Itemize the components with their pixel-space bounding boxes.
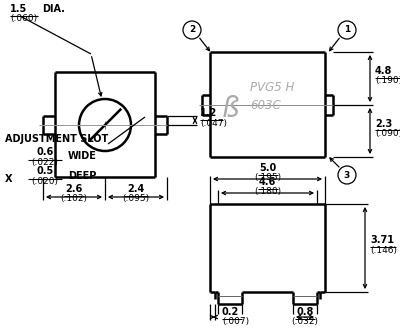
Text: 2.4: 2.4 (127, 184, 145, 194)
Text: ß: ß (222, 95, 240, 123)
Text: DEEP: DEEP (68, 171, 96, 181)
Text: (.095): (.095) (122, 194, 150, 203)
Text: (.032): (.032) (292, 317, 318, 326)
Text: 1.5: 1.5 (10, 4, 27, 14)
Text: 0.8: 0.8 (296, 307, 314, 317)
Text: WIDE: WIDE (68, 151, 97, 161)
Text: 5.0: 5.0 (259, 163, 276, 173)
Text: (.047): (.047) (200, 119, 227, 128)
Text: (.190): (.190) (375, 76, 400, 86)
Text: (.090): (.090) (375, 129, 400, 138)
Text: (.102): (.102) (60, 194, 88, 203)
Text: ADJUSTMENT SLOT: ADJUSTMENT SLOT (5, 134, 108, 144)
Text: 3.71: 3.71 (370, 235, 394, 245)
Text: PVG5 H: PVG5 H (250, 81, 294, 94)
Text: 3: 3 (344, 171, 350, 180)
Text: 1: 1 (344, 26, 350, 35)
Text: (.060): (.060) (10, 14, 37, 23)
Text: (.020): (.020) (32, 177, 58, 186)
Text: DIA.: DIA. (42, 4, 65, 14)
Text: 0.5: 0.5 (36, 166, 54, 176)
Text: 2.3: 2.3 (375, 119, 392, 129)
Text: (.007): (.007) (222, 317, 249, 326)
Text: (.180): (.180) (254, 187, 281, 196)
Text: 4.8: 4.8 (375, 66, 392, 76)
Text: 4.6: 4.6 (259, 177, 276, 187)
Text: (.022): (.022) (32, 158, 58, 167)
Text: 2.6: 2.6 (65, 184, 83, 194)
Text: (.146): (.146) (370, 246, 397, 255)
Text: 0.6: 0.6 (36, 147, 54, 157)
Text: X: X (5, 174, 12, 184)
Text: 0.2: 0.2 (222, 307, 239, 317)
Text: (.195): (.195) (254, 173, 281, 182)
Text: 603C: 603C (250, 99, 281, 112)
Text: 2: 2 (189, 26, 195, 35)
Text: 1.2: 1.2 (200, 108, 217, 118)
